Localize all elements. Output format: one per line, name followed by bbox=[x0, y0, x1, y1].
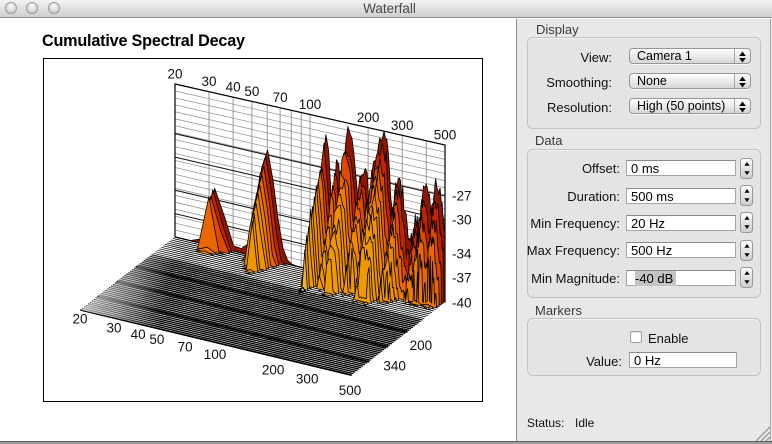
svg-text:200: 200 bbox=[357, 110, 380, 125]
svg-text:-37: -37 bbox=[452, 271, 472, 286]
svg-text:100: 100 bbox=[299, 97, 322, 112]
svg-text:70: 70 bbox=[178, 339, 193, 354]
svg-text:-27: -27 bbox=[452, 189, 472, 204]
svg-text:20: 20 bbox=[167, 67, 182, 82]
svg-text:30: 30 bbox=[201, 74, 216, 89]
svg-text:40: 40 bbox=[131, 327, 146, 342]
svg-text:300: 300 bbox=[391, 118, 414, 133]
svg-text:-34: -34 bbox=[452, 247, 472, 262]
svg-text:70: 70 bbox=[273, 90, 288, 105]
svg-text:200: 200 bbox=[262, 363, 285, 378]
svg-text:20: 20 bbox=[72, 312, 87, 327]
svg-text:50: 50 bbox=[149, 332, 164, 347]
svg-text:500: 500 bbox=[434, 128, 457, 143]
svg-text:50: 50 bbox=[244, 84, 259, 99]
svg-text:340: 340 bbox=[383, 359, 406, 374]
svg-text:200: 200 bbox=[410, 338, 433, 353]
svg-text:-30: -30 bbox=[452, 213, 472, 228]
svg-text:40: 40 bbox=[226, 80, 241, 95]
svg-text:30: 30 bbox=[106, 321, 121, 336]
svg-text:100: 100 bbox=[204, 347, 227, 362]
svg-text:-40: -40 bbox=[452, 296, 472, 311]
svg-text:500: 500 bbox=[339, 383, 362, 398]
svg-text:300: 300 bbox=[296, 372, 319, 387]
